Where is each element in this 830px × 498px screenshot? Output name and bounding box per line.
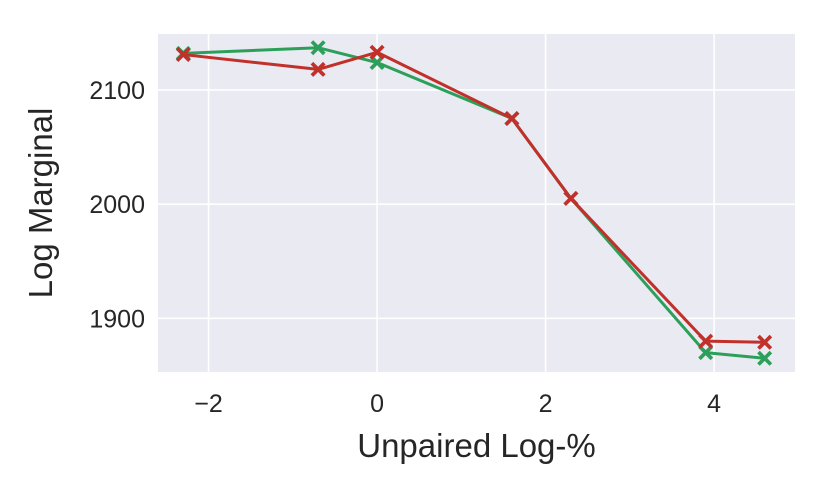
- y-tick-label: 2100: [89, 77, 145, 105]
- data-point-marker: [310, 40, 326, 56]
- data-point-marker: [504, 111, 520, 126]
- data-point-marker: [757, 350, 773, 366]
- series-2: [175, 44, 773, 350]
- y-tick-label: 1900: [89, 305, 145, 333]
- data-point-marker: [369, 55, 385, 71]
- x-tick-label: 4: [707, 390, 721, 418]
- data-point-marker: [698, 345, 714, 361]
- plot-area: [158, 34, 795, 372]
- x-axis-label: Unpaired Log-%: [357, 427, 595, 464]
- y-tick-label: 2000: [89, 191, 145, 219]
- y-gridlines: [158, 89, 795, 320]
- data-point-marker: [563, 190, 579, 206]
- x-tick-labels: −2 0 2 4: [194, 390, 721, 418]
- data-point-marker: [310, 61, 326, 77]
- y-tick-labels: 1900 2000 2100: [89, 77, 145, 333]
- x-tick-label: −2: [194, 390, 223, 418]
- series-layer: [175, 40, 773, 366]
- y-axis-label: Log Marginal: [22, 108, 59, 299]
- data-point-marker: [175, 47, 191, 63]
- data-point-marker: [369, 44, 385, 60]
- data-point-marker: [757, 334, 773, 350]
- x-tick-label: 0: [370, 390, 384, 418]
- data-point-marker: [698, 333, 714, 349]
- x-tick-label: 2: [539, 390, 553, 418]
